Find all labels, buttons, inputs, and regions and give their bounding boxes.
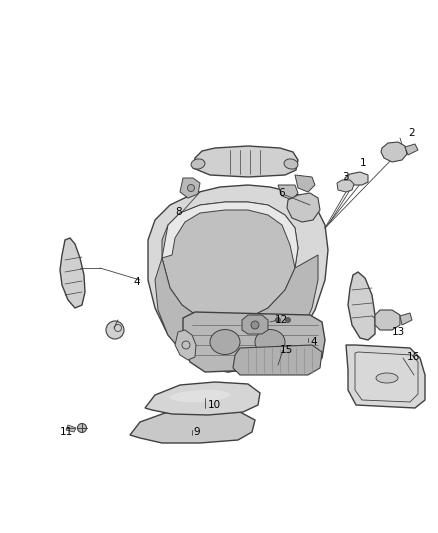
Ellipse shape xyxy=(251,321,259,329)
Ellipse shape xyxy=(170,390,230,402)
Polygon shape xyxy=(193,146,298,177)
Text: 4: 4 xyxy=(310,337,317,347)
Ellipse shape xyxy=(376,373,398,383)
Text: 8: 8 xyxy=(175,207,182,217)
Polygon shape xyxy=(287,193,320,222)
Text: 3: 3 xyxy=(342,172,349,182)
Ellipse shape xyxy=(255,329,285,354)
Text: 13: 13 xyxy=(392,327,405,337)
Polygon shape xyxy=(381,142,407,162)
Polygon shape xyxy=(162,202,298,320)
Polygon shape xyxy=(405,144,418,155)
Text: 4: 4 xyxy=(133,277,140,287)
Text: 15: 15 xyxy=(280,345,293,355)
Text: 9: 9 xyxy=(193,427,200,437)
Ellipse shape xyxy=(276,318,280,322)
Ellipse shape xyxy=(106,321,124,339)
Polygon shape xyxy=(295,175,315,192)
Text: 11: 11 xyxy=(60,427,73,437)
Polygon shape xyxy=(148,185,328,372)
Text: 2: 2 xyxy=(408,128,415,138)
Polygon shape xyxy=(66,425,76,432)
Polygon shape xyxy=(130,410,255,443)
Text: 10: 10 xyxy=(208,400,221,410)
Text: 12: 12 xyxy=(275,315,288,325)
Ellipse shape xyxy=(191,159,205,169)
Polygon shape xyxy=(155,255,318,372)
Ellipse shape xyxy=(284,159,298,169)
Polygon shape xyxy=(175,330,196,360)
Polygon shape xyxy=(162,202,298,268)
Polygon shape xyxy=(180,178,200,198)
Text: 16: 16 xyxy=(407,352,420,362)
Polygon shape xyxy=(242,315,268,334)
Ellipse shape xyxy=(210,329,240,354)
Polygon shape xyxy=(348,272,375,340)
Polygon shape xyxy=(337,180,354,192)
Polygon shape xyxy=(60,238,85,308)
Polygon shape xyxy=(233,345,322,375)
Polygon shape xyxy=(145,382,260,415)
Text: 1: 1 xyxy=(360,158,367,168)
Ellipse shape xyxy=(286,318,290,322)
Polygon shape xyxy=(183,312,325,372)
Polygon shape xyxy=(278,185,298,200)
Polygon shape xyxy=(400,313,412,325)
Text: 6: 6 xyxy=(278,188,285,198)
Polygon shape xyxy=(345,172,368,185)
Ellipse shape xyxy=(187,184,194,191)
Ellipse shape xyxy=(78,424,86,432)
Polygon shape xyxy=(346,345,425,408)
Polygon shape xyxy=(375,310,400,330)
